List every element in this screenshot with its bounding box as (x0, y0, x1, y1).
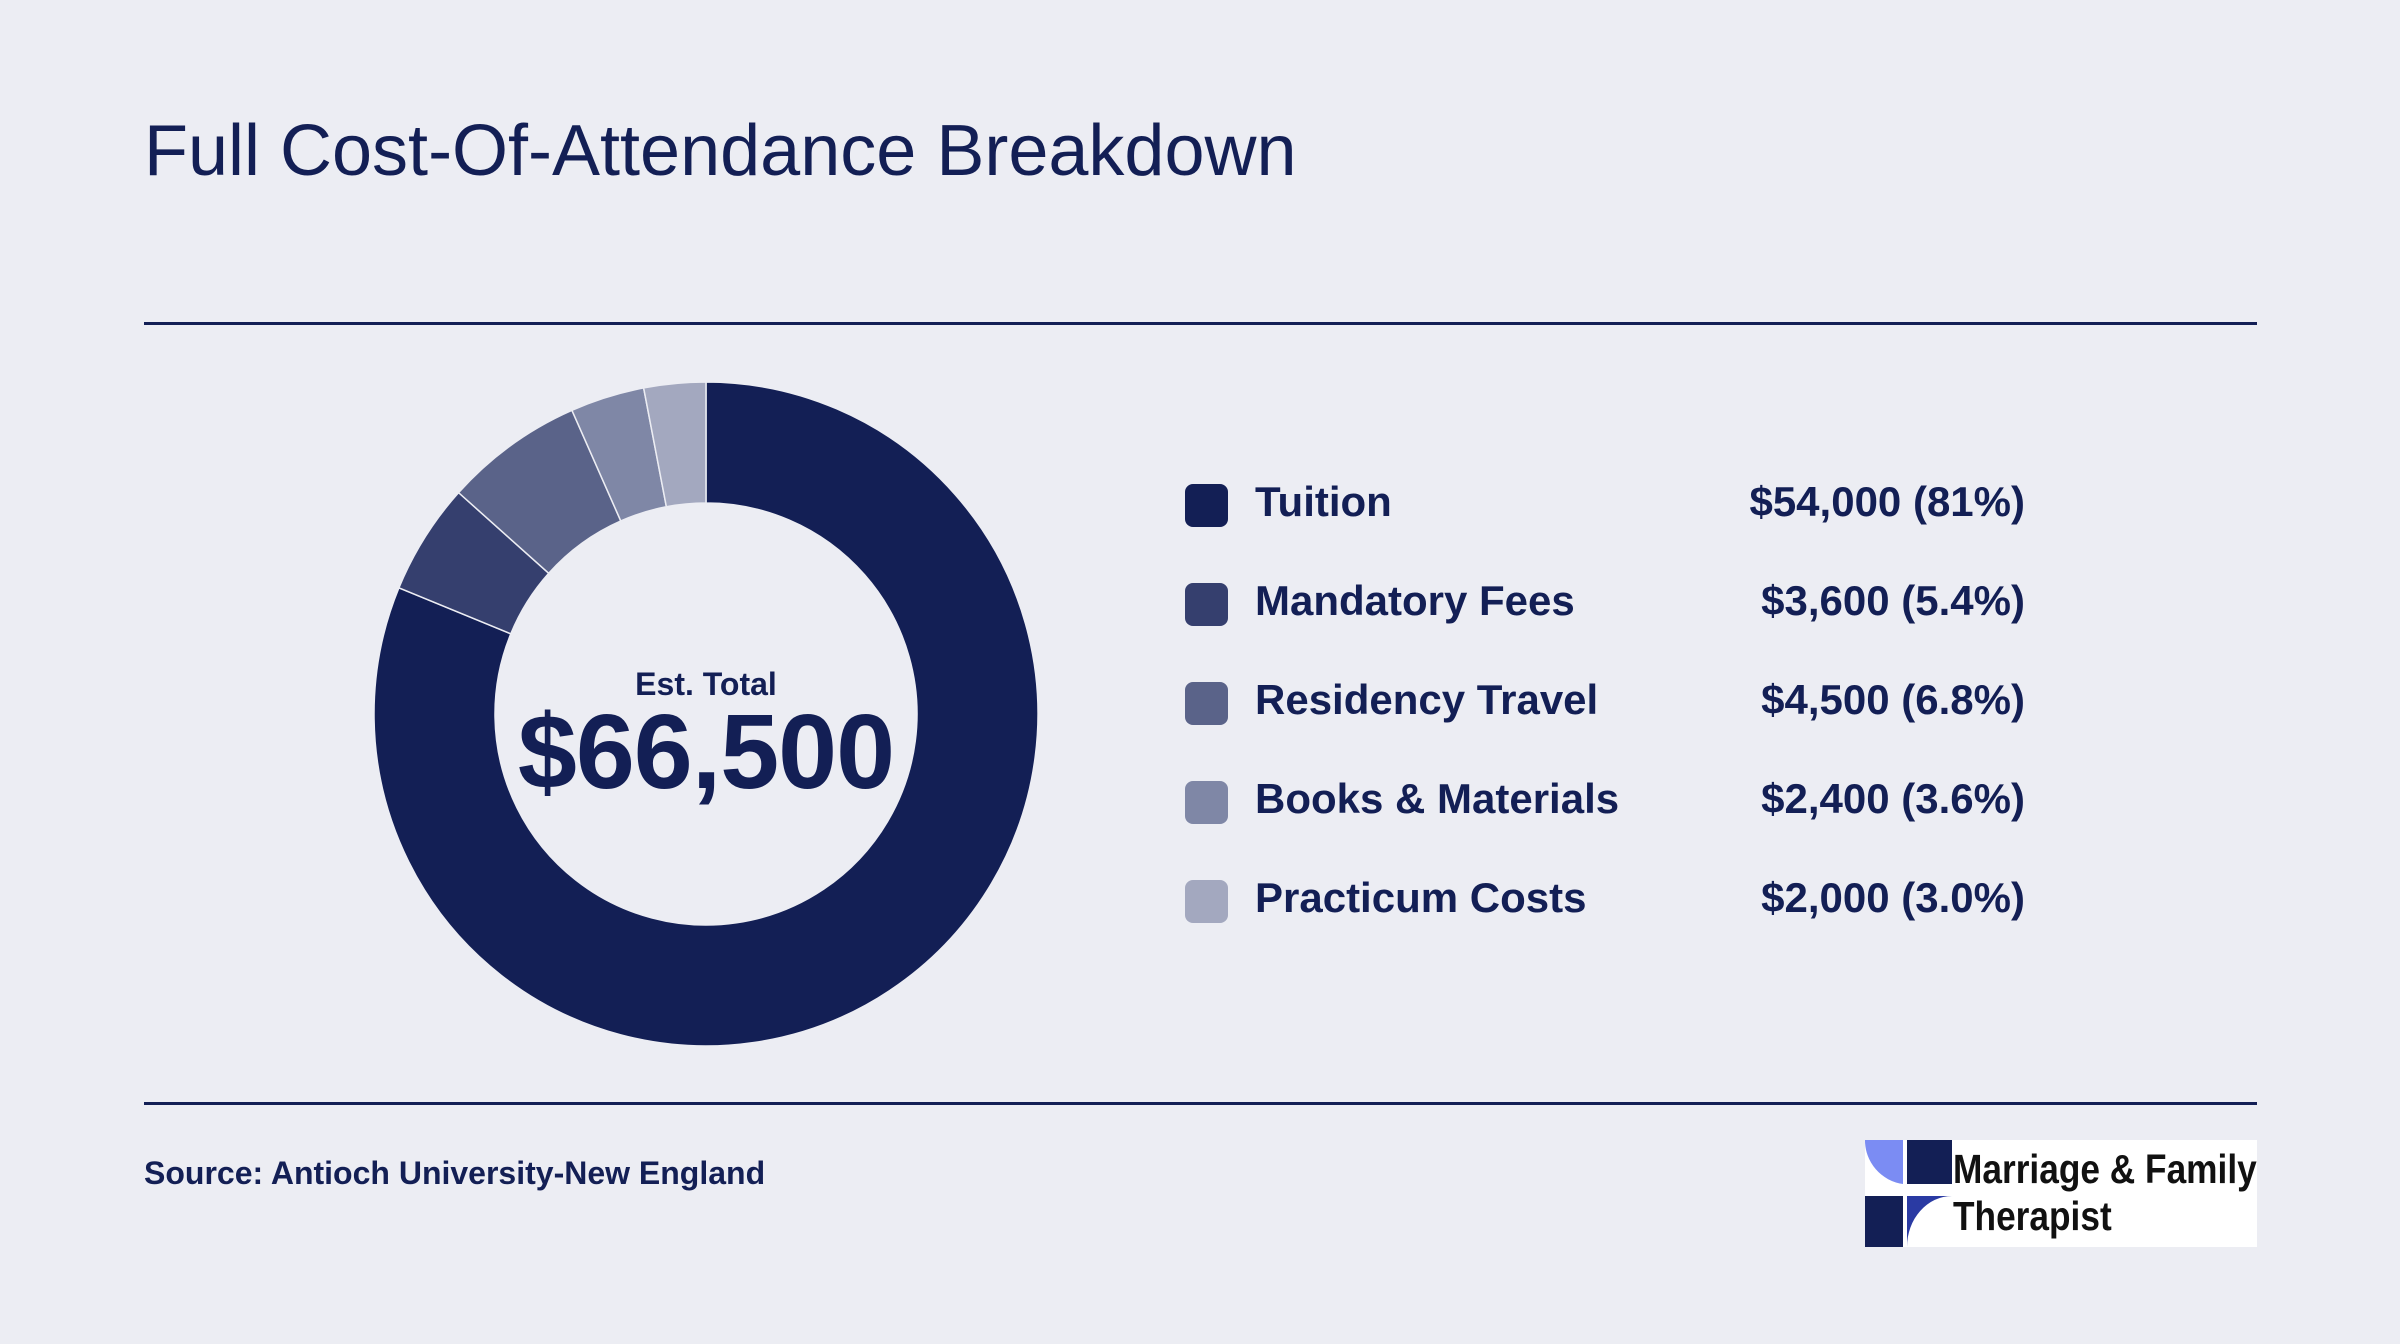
legend-value: $2,400 (3.6%) (1761, 775, 2025, 822)
chart-title: Full Cost-Of-Attendance Breakdown (144, 111, 1297, 191)
legend-label: Books & Materials (1255, 775, 1620, 822)
legend-label: Residency Travel (1255, 676, 1599, 723)
bottom-divider (144, 1102, 2257, 1105)
donut-svg (373, 381, 1039, 1047)
legend-label: Tuition (1255, 478, 1392, 525)
source-note: Source: Antioch University-New England (144, 1155, 766, 1191)
legend-value: $3,600 (5.4%) (1761, 577, 2025, 624)
center-total-value: $66,500 (517, 693, 895, 811)
legend-value: $2,000 (3.0%) (1761, 874, 2025, 921)
donut-slice-tuition (373, 381, 1039, 1047)
legend-value: $4,500 (6.8%) (1761, 676, 2025, 723)
legend: Tuition $54,000 (81%) Mandatory Fees $3,600… (1185, 470, 2025, 965)
legend-item-practicum-costs: Practicum Costs $2,000 (3.0%) (1185, 866, 2025, 965)
legend-swatch (1185, 781, 1228, 824)
legend-item-books-materials: Books & Materials $2,400 (3.6%) (1185, 767, 2025, 866)
legend-swatch (1185, 682, 1228, 725)
legend-swatch (1185, 583, 1228, 626)
logo: Marriage & Family Therapist (1865, 1140, 2257, 1247)
center-label: Est. Total (635, 666, 777, 702)
legend-swatch (1185, 484, 1228, 527)
legend-label: Practicum Costs (1255, 874, 1587, 921)
legend-item-tuition: Tuition $54,000 (81%) (1185, 470, 2025, 569)
donut-slice-practicum-costs (642, 381, 707, 508)
logo-mark-icon (1865, 1140, 1952, 1247)
legend-swatch (1185, 880, 1228, 923)
legend-value: $54,000 (81%) (1749, 478, 2025, 525)
legend-label: Mandatory Fees (1255, 577, 1575, 624)
legend-item-residency-travel: Residency Travel $4,500 (6.8%) (1185, 668, 2025, 767)
logo-text-line-1: Marriage & Family (1953, 1146, 2257, 1192)
top-divider (144, 322, 2257, 325)
legend-item-mandatory-fees: Mandatory Fees $3,600 (5.4%) (1185, 569, 2025, 668)
logo-text-line-2: Therapist (1953, 1193, 2112, 1239)
donut-chart: Est. Total $66,500 (373, 381, 1039, 1047)
